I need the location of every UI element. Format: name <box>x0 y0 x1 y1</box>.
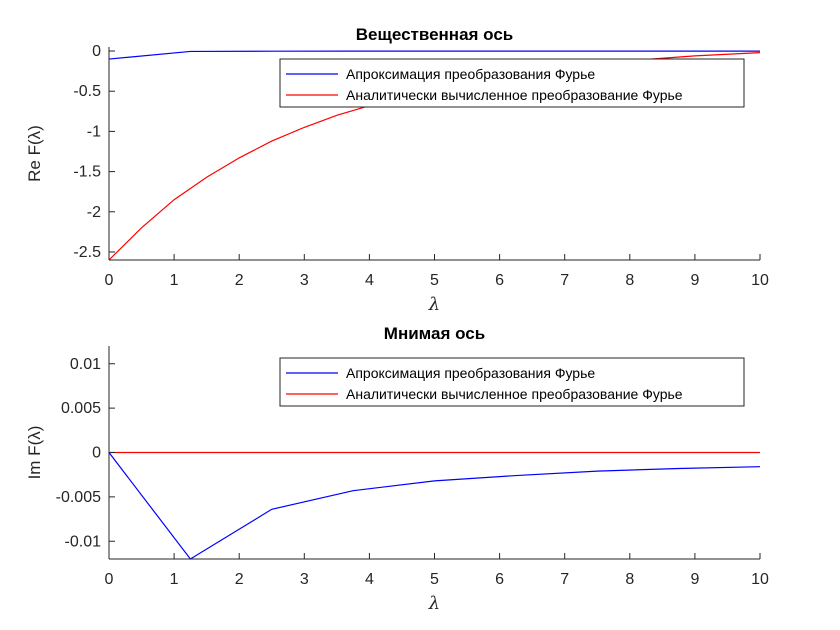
series-line-1 <box>108 50 760 60</box>
y-tick-label: -0.01 <box>65 533 102 550</box>
x-tick-label: 0 <box>105 571 114 588</box>
plot-title: Вещественная ось <box>356 25 513 44</box>
x-tick-label: 3 <box>300 571 309 588</box>
x-tick-label: 9 <box>690 272 699 289</box>
y-tick-label: -2.5 <box>73 244 101 261</box>
legend-entry-2: Аналитически вычисленное преобразование … <box>346 386 683 402</box>
x-tick-label: 0 <box>105 272 114 289</box>
x-tick-label: 10 <box>751 571 769 588</box>
legend-box <box>279 58 745 108</box>
x-tick-label: 10 <box>751 272 769 289</box>
y-tick-label: -0.5 <box>73 83 101 100</box>
y-tick-label: 0 <box>92 445 101 462</box>
plot-title: Мнимая ось <box>384 324 485 343</box>
legend: Апроксимация преобразования Фурье Аналити… <box>279 357 745 407</box>
x-tick-label: 1 <box>170 272 179 289</box>
y-tick-label: -0.005 <box>56 489 101 506</box>
y-axis-label: Im F(λ) <box>25 426 44 480</box>
x-tick-label: 4 <box>365 571 374 588</box>
y-tick-label: 0.01 <box>70 356 101 373</box>
x-tick-label: 4 <box>365 272 374 289</box>
y-tick-label: -1.5 <box>73 164 101 181</box>
x-tick-label: 5 <box>430 272 439 289</box>
y-tick-label: 0 <box>92 43 101 60</box>
legend-entry-1: Апроксимация преобразования Фурье <box>346 365 595 381</box>
subplot-2: 0 1 2 3 4 5 6 7 8 9 10 0.01 0.005 0 -0.005 -0.01 Мнимая … <box>25 324 769 614</box>
x-tick-label: 7 <box>560 272 569 289</box>
x-tick-label: 8 <box>625 571 634 588</box>
y-tick-label: 0.005 <box>61 400 101 417</box>
x-tick-label: 8 <box>625 272 634 289</box>
x-tick-label: 5 <box>430 571 439 588</box>
legend-box <box>279 357 745 407</box>
subplot-1: 0 1 2 3 4 5 6 7 8 9 10 0 -0.5 -1 -1.5 -2 -2.5 Вещественна… <box>25 25 769 315</box>
legend-entry-2: Аналитически вычисленное преобразование … <box>346 87 683 103</box>
legend: Апроксимация преобразования Фурье Аналити… <box>279 58 745 108</box>
y-tick-label: -2 <box>87 204 101 221</box>
x-axis-label: λ <box>428 593 440 614</box>
x-tick-label: 1 <box>170 571 179 588</box>
x-tick-label: 6 <box>495 272 504 289</box>
x-tick-label: 3 <box>300 272 309 289</box>
x-tick-label: 7 <box>560 571 569 588</box>
series-line-1 <box>108 452 761 560</box>
x-tick-label: 9 <box>690 571 699 588</box>
x-tick-label: 2 <box>235 571 244 588</box>
legend-entry-1: Апроксимация преобразования Фурье <box>346 66 595 82</box>
x-axis-label: λ <box>428 294 440 315</box>
x-tick-label: 6 <box>495 571 504 588</box>
x-tick-label: 2 <box>235 272 244 289</box>
y-tick-label: -1 <box>87 123 101 140</box>
y-axis-label: Re F(λ) <box>25 125 44 182</box>
